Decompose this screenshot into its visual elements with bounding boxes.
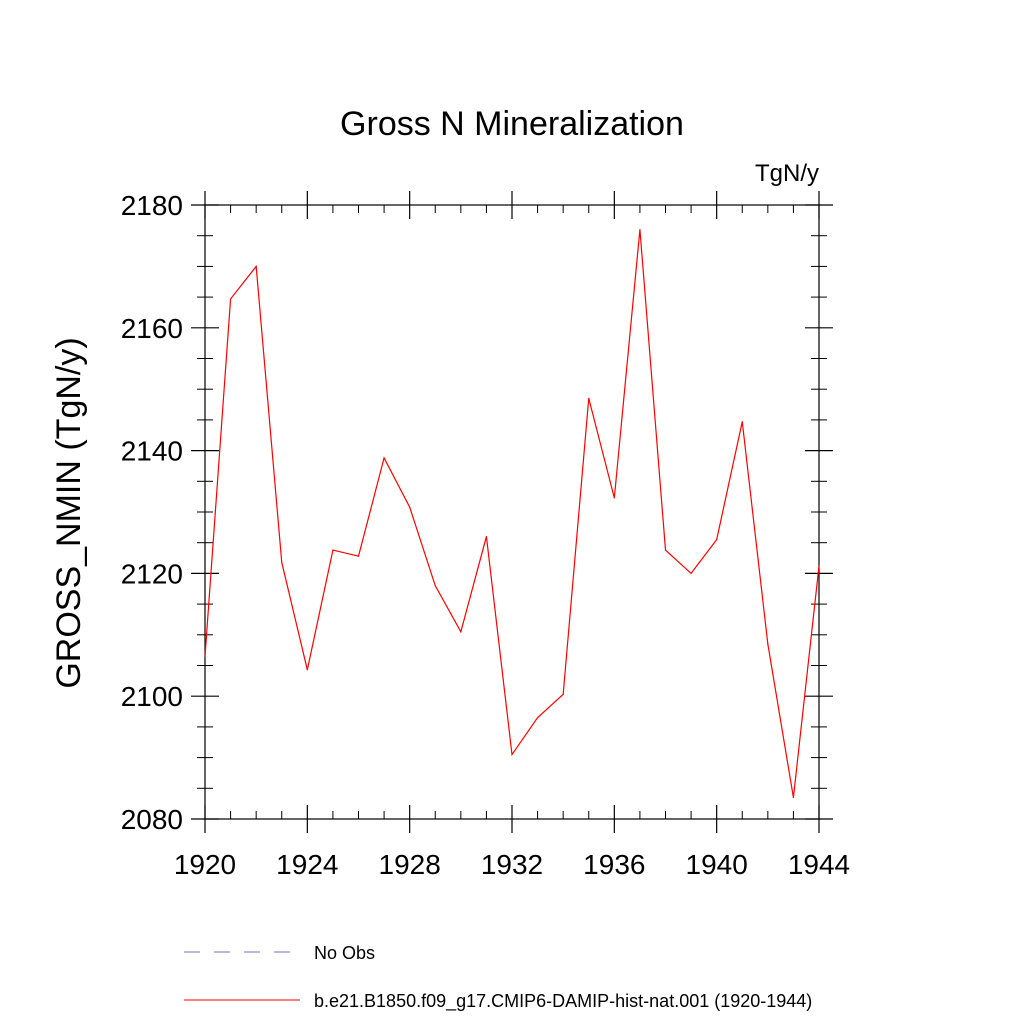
data-point: [357, 555, 360, 557]
data-point: [281, 561, 283, 563]
data-point: [536, 717, 539, 719]
x-tick-label: 1932: [481, 849, 543, 880]
data-point: [306, 669, 308, 671]
data-point: [511, 753, 513, 756]
data-point: [792, 796, 795, 799]
data-point: [818, 565, 820, 567]
y-tick-label: 2160: [121, 313, 183, 344]
y-tick-label: 2100: [121, 681, 183, 712]
units-label: TgN/y: [755, 160, 819, 187]
data-point: [588, 397, 590, 400]
x-tick-label: 1936: [583, 849, 645, 880]
data-point: [229, 298, 232, 300]
data-point: [639, 228, 641, 231]
plot-frame: [204, 204, 820, 820]
data-point: [204, 655, 206, 657]
data-point: [485, 535, 488, 538]
data-point: [690, 572, 692, 575]
data-point: [664, 549, 667, 551]
y-axis-ticks: 2080 2100 2120 2140 2160 2180: [121, 190, 833, 835]
data-point: [434, 585, 436, 587]
data-point: [716, 539, 718, 541]
y-minor-ticks: [197, 235, 827, 789]
y-tick-label: 2140: [121, 436, 183, 467]
data-point: [460, 631, 462, 633]
data-point: [613, 497, 615, 499]
x-minor-ticks: [230, 205, 794, 819]
y-tick-label: 2180: [121, 190, 183, 221]
y-tick-label: 2120: [121, 558, 183, 589]
x-tick-label: 1928: [379, 849, 441, 880]
x-axis-ticks: 1920 1924 1928 1932 1936 1940 1944: [174, 191, 850, 880]
y-tick-label: 2080: [121, 804, 183, 835]
legend-label: No Obs: [314, 943, 375, 963]
x-tick-label: 1940: [686, 849, 748, 880]
data-point: [562, 693, 564, 695]
chart-title: Gross N Mineralization: [340, 105, 684, 143]
data-point: [741, 421, 743, 423]
series-layer: [204, 228, 820, 799]
data-point: [255, 265, 257, 267]
y-axis-label: GROSS_NMIN (TgN/y): [50, 337, 88, 688]
legend: No Obs b.e21.B1850.f09_g17.CMIP6-DAMIP-hi…: [184, 943, 812, 1012]
x-tick-label: 1920: [174, 849, 236, 880]
series-line: [204, 229, 820, 798]
legend-label: b.e21.B1850.f09_g17.CMIP6-DAMIP-hist-nat…: [314, 991, 812, 1012]
x-tick-label: 1944: [788, 849, 850, 880]
data-point: [383, 457, 385, 459]
x-tick-label: 1924: [276, 849, 338, 880]
data-point: [332, 549, 334, 551]
data-point: [767, 643, 769, 645]
data-point: [409, 506, 411, 508]
